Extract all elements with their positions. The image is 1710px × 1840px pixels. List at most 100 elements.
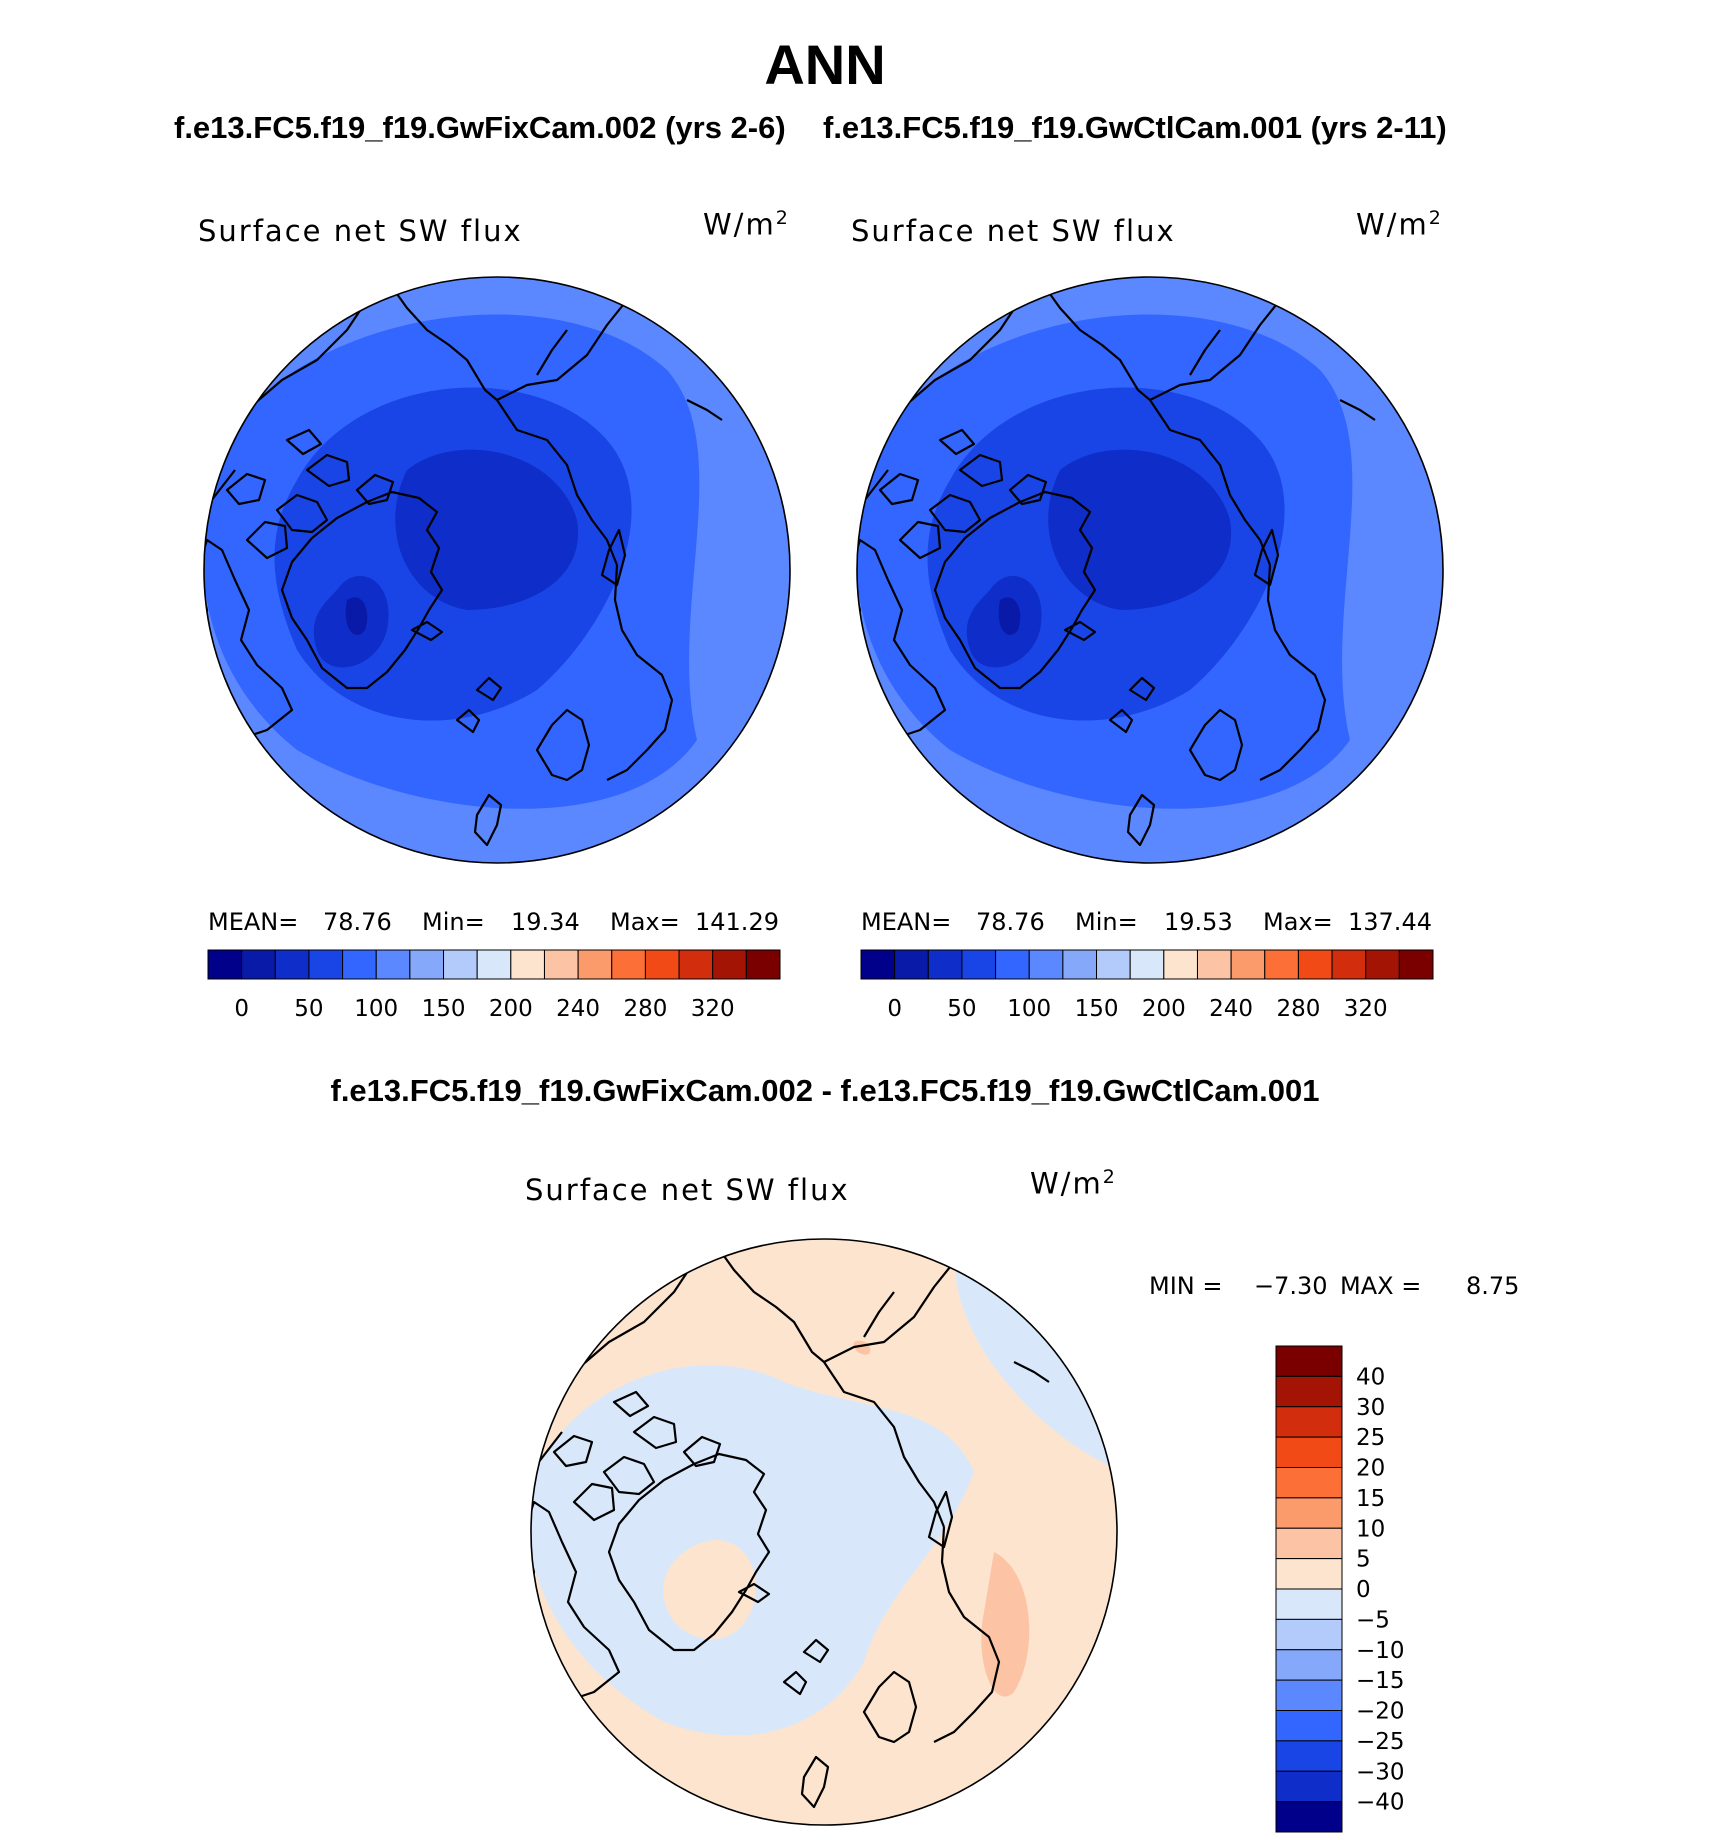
panel2-colorbar-tick-label: 280 xyxy=(1276,996,1320,1022)
panel2-colorbar-tick-label: 320 xyxy=(1344,996,1388,1022)
panel2-units-label: W/m2 xyxy=(1356,207,1443,242)
panel3-colorbar-tick-label: −30 xyxy=(1356,1759,1405,1785)
panel3-colorbar-tick-label: −20 xyxy=(1356,1699,1405,1725)
panel1-units-base: W/m xyxy=(703,207,776,242)
panel1-colorbar-box xyxy=(409,949,445,980)
panel3-colorbar-tick-label: 5 xyxy=(1356,1547,1371,1573)
panel3-colorbar-box xyxy=(1275,1345,1343,1377)
panel2-colorbar-box xyxy=(1365,949,1400,980)
panel1-colorbar-box xyxy=(543,949,579,980)
panel1-colorbar-tick-label: 100 xyxy=(354,996,398,1022)
panel2-colorbar: 0 50 100 150 200 240 280 320 xyxy=(860,949,1434,1022)
panel3-variable-label: Surface net SW flux xyxy=(525,1173,850,1207)
panel2-colorbar-box xyxy=(1297,949,1333,980)
panel3-colorbar-tick-label: 15 xyxy=(1356,1486,1385,1512)
panel3-colorbar-tick-label: 20 xyxy=(1356,1456,1385,1482)
panel1-colorbar-box xyxy=(308,949,344,980)
panel3-colorbar-box xyxy=(1275,1649,1343,1681)
panel3-colorbar-box xyxy=(1275,1436,1343,1468)
panel3-colorbar-box xyxy=(1275,1588,1343,1620)
panel1-colorbar-box xyxy=(644,949,680,980)
panel1-max-label: Max= xyxy=(610,908,680,936)
page-title: ANN xyxy=(764,33,886,96)
panel3-max-value: 8.75 xyxy=(1466,1272,1520,1300)
panel3-colorbar-tick-label: 0 xyxy=(1356,1577,1371,1603)
panel3-colorbar-box xyxy=(1275,1710,1343,1742)
panel3-colorbar-box xyxy=(1275,1740,1343,1772)
panel2-colorbar-box xyxy=(1331,949,1367,980)
panel3-map xyxy=(531,1239,1117,1825)
panel1-colorbar-tick-label: 280 xyxy=(623,996,667,1022)
panel3-colorbar-box xyxy=(1275,1558,1343,1590)
panel3-colorbar: 40 30 25 20 15 10 5 0 −5 −10 −15 −20 −25 −30 −40 xyxy=(1275,1345,1405,1833)
panel2-colorbar-box xyxy=(1028,949,1064,980)
panel3-units-label: W/m2 xyxy=(1030,1166,1117,1201)
panel3-max-label: MAX = xyxy=(1340,1272,1422,1300)
panel1-min-label: Min= xyxy=(422,908,485,936)
panel3-units-base: W/m xyxy=(1030,1166,1103,1201)
panel3-units-sup: 2 xyxy=(1102,1166,1117,1188)
panel2-colorbar-box xyxy=(1398,949,1434,980)
panel2-mean-label: MEAN= xyxy=(861,908,952,936)
panel2-colorbar-tick-label: 100 xyxy=(1007,996,1051,1022)
panel1-colorbar-box xyxy=(510,949,545,980)
panel3-colorbar-tick-label: −5 xyxy=(1356,1607,1390,1633)
panel3-min-label: MIN = xyxy=(1149,1272,1223,1300)
panel2-colorbar-box xyxy=(1062,949,1098,980)
panel3-field-greenland-pos xyxy=(663,1540,756,1640)
panel1-variable-label: Surface net SW flux xyxy=(198,214,523,248)
panel1-mean-value: 78.76 xyxy=(323,908,392,936)
panel3-colorbar-tick-label: 25 xyxy=(1356,1425,1385,1451)
panel1-colorbar-box xyxy=(443,949,478,980)
panel3-min-value: −7.30 xyxy=(1254,1272,1328,1300)
panel3-colorbar-box xyxy=(1275,1770,1343,1803)
panel2-colorbar-box xyxy=(995,949,1030,980)
panel2-colorbar-box xyxy=(894,949,929,980)
panel1-colorbar-box xyxy=(577,949,613,980)
panel2-map-border xyxy=(856,276,1444,864)
panel3-colorbar-tick-label: −25 xyxy=(1356,1729,1405,1755)
panel2-colorbar-tick-label: 150 xyxy=(1075,996,1119,1022)
panel1-colorbar-box xyxy=(678,949,714,980)
panel2-colorbar-box xyxy=(860,949,896,980)
panel3-colorbar-tick-label: −40 xyxy=(1356,1790,1405,1816)
panel2-colorbar-box xyxy=(1163,949,1198,980)
panel1-colorbar-box xyxy=(476,949,512,980)
panel1-colorbar-tick-label: 150 xyxy=(422,996,466,1022)
panel1-min-value: 19.34 xyxy=(511,908,580,936)
panel3-colorbar-box xyxy=(1275,1375,1343,1408)
panel2-colorbar-box xyxy=(1129,949,1165,980)
panel1-colorbar-tick-label: 0 xyxy=(234,996,249,1022)
panel1-colorbar-tick-label: 240 xyxy=(556,996,600,1022)
panel2-colorbar-box xyxy=(1230,949,1266,980)
panel2-map xyxy=(857,277,1443,863)
panel1-max-value: 141.29 xyxy=(695,908,779,936)
panel1-colorbar-box xyxy=(375,949,411,980)
panel2-colorbar-box xyxy=(1264,949,1299,980)
panel3-colorbar-box xyxy=(1275,1527,1343,1560)
panel1-colorbar-tick-label: 200 xyxy=(489,996,533,1022)
panel3-colorbar-box xyxy=(1275,1618,1343,1651)
panel1-field-core xyxy=(395,449,579,610)
panel3-colorbar-box xyxy=(1275,1406,1343,1438)
panel1-map-border xyxy=(203,276,791,864)
case-a-title: f.e13.FC5.f19_f19.GwFixCam.002 (yrs 2-6) xyxy=(174,110,786,145)
panel1-colorbar-box xyxy=(241,949,276,980)
panel1-map xyxy=(204,277,790,863)
panel1-colorbar-box xyxy=(712,949,747,980)
panel1-units-sup: 2 xyxy=(775,207,790,229)
panel1-colorbar-box xyxy=(274,949,310,980)
diff-title: f.e13.FC5.f19_f19.GwFixCam.002 - f.e13.F… xyxy=(330,1073,1320,1108)
panel3-colorbar-box xyxy=(1275,1497,1343,1529)
panel3-colorbar-box xyxy=(1275,1679,1343,1711)
case-b-title: f.e13.FC5.f19_f19.GwCtlCam.001 (yrs 2-11… xyxy=(823,110,1447,145)
panel2-colorbar-box xyxy=(927,949,963,980)
panel3-colorbar-box xyxy=(1275,1801,1343,1833)
panel2-colorbar-box xyxy=(1196,949,1232,980)
panel2-max-value: 137.44 xyxy=(1348,908,1432,936)
panel1-colorbar-tick-label: 50 xyxy=(294,996,323,1022)
panel2-colorbar-tick-label: 200 xyxy=(1142,996,1186,1022)
panel2-field-core xyxy=(1048,449,1232,610)
panel2-variable-label: Surface net SW flux xyxy=(851,214,1176,248)
